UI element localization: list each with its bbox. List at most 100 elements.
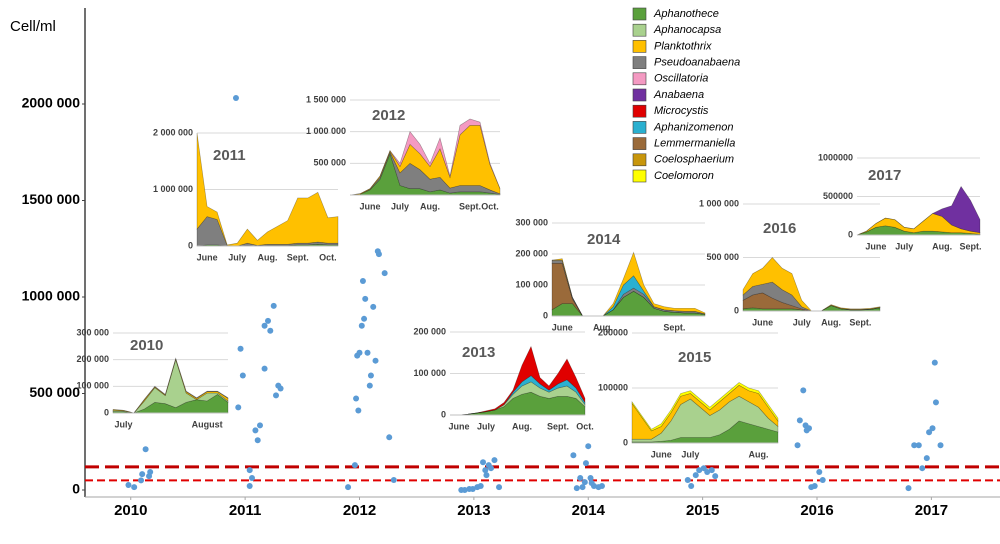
x-tick-label: Oct. [319,252,337,262]
data-point [366,382,373,389]
data-point [355,407,362,414]
inset-title: 2011 [213,147,246,164]
legend-swatch [632,104,647,118]
x-tick-label: Sept. [960,241,982,251]
x-tick-label: Sept. [547,421,569,431]
data-point [139,471,146,478]
y-tick-label: 0 [623,437,628,447]
y-tick-label: 100 000 [515,279,548,289]
data-point [367,372,374,379]
y-tick-label: 100 000 [76,381,109,391]
data-point [482,467,489,474]
x-tick-label: August [192,419,223,429]
y-tick-label: 1000 000 [22,288,81,304]
data-point [386,434,393,441]
area-segment [856,213,981,236]
data-point [488,465,495,472]
y-tick-label: 300 000 [76,327,109,337]
x-tick-label: Aug. [420,201,440,211]
data-point [919,465,926,472]
data-point [390,476,397,483]
x-tick-label: 2010 [114,502,147,519]
data-point [358,322,365,329]
data-point [261,365,268,372]
y-tick-label: 0 [848,229,853,239]
x-tick-label: 2014 [572,502,606,519]
data-point [345,484,352,491]
legend-label: Anabaena [653,89,704,101]
data-point [364,349,371,356]
data-point [598,482,605,489]
data-point [581,479,588,486]
data-point [138,477,145,484]
data-point [361,315,368,322]
area-segment [631,384,779,440]
data-point [708,467,715,474]
data-point [248,475,255,482]
x-tick-label: Sept. [459,201,481,211]
legend-swatch [632,40,647,53]
data-point [483,472,490,479]
data-point [261,322,268,329]
data-point [700,465,707,472]
data-point [370,303,377,310]
y-tick-label: 1 500 000 [306,94,346,104]
x-tick-label: June [552,322,573,332]
data-point [929,425,936,432]
data-point [794,442,801,449]
legend-label: Planktothrix [654,40,712,52]
x-tick-label: July [391,201,409,211]
x-tick-label: June [865,241,886,251]
legend-swatch [632,169,647,183]
y-axis-label: Cell/ml [10,18,56,35]
y-tick-label: 100000 [598,382,628,392]
data-point [577,475,584,482]
inset-title: 2010 [130,337,163,354]
legend-swatch [632,153,647,167]
data-point [579,484,586,491]
legend-swatch [632,121,647,134]
data-point [684,476,691,483]
area-segment [856,185,981,236]
x-tick-label: July [793,317,811,327]
data-point [265,317,271,324]
data-point [932,399,939,406]
data-point [277,385,284,392]
y-tick-label: 0 [72,481,80,497]
data-point [239,372,246,379]
inset-title: 2015 [678,349,711,366]
data-point [692,472,699,479]
y-tick-label: 100 000 [413,368,446,378]
y-tick-label: 500 000 [313,158,346,168]
x-tick-label: 2015 [686,502,719,519]
data-point [905,485,912,492]
data-point [362,295,369,302]
x-tick-label: Aug. [512,421,532,431]
data-point [267,327,274,334]
y-tick-label: 0 [188,240,193,250]
inset-title: 2014 [587,231,621,248]
x-tick-label: Oct. [576,421,594,431]
x-tick-label: Sept. [849,317,871,327]
data-point [816,469,823,476]
y-tick-label: 0 [441,409,446,419]
y-tick-label: 200 000 [76,354,109,364]
legend-label: Oscillatoria [654,73,708,85]
data-point [923,455,930,462]
x-tick-label: 2016 [800,502,833,519]
x-tick-label: Oct. [481,201,499,211]
x-tick-label: Aug. [749,449,769,459]
legend-label: Aphanizomenon [653,121,734,133]
data-point [235,404,242,411]
data-point [125,481,132,488]
x-tick-label: Aug. [258,252,278,262]
x-tick-label: July [114,419,132,429]
data-point [480,459,487,466]
data-point [587,475,594,482]
legend-label: Coelosphaerium [654,154,734,166]
y-tick-label: 1 000 000 [153,184,193,194]
y-tick-label: 300 000 [515,217,548,227]
y-tick-label: 2 000 000 [153,127,193,137]
x-tick-label: Aug. [932,241,952,251]
